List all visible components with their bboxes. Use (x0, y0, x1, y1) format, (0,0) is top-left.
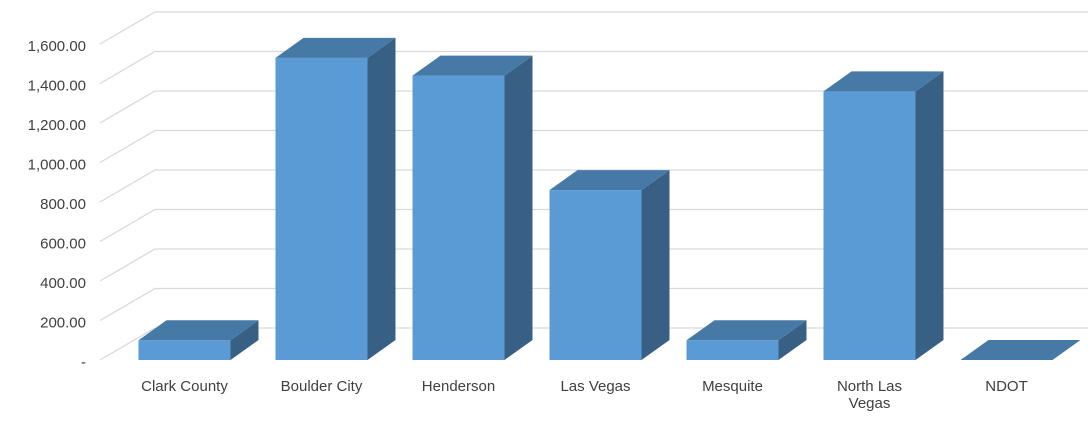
bar-side (367, 37, 396, 360)
y-tick-label: 800.00 (40, 196, 86, 213)
bar (686, 320, 807, 360)
x-tick-label: North Las Vegas (836, 378, 903, 412)
y-tick-label: 1,600.00 (28, 38, 86, 55)
bar-top (960, 340, 1081, 360)
bar-front (138, 340, 231, 360)
x-tick-label: NDOT (985, 378, 1028, 395)
bar (275, 37, 396, 360)
x-tick-label: Las Vegas (560, 378, 631, 395)
bar-top (138, 320, 259, 341)
x-tick-label: Boulder City (280, 378, 363, 395)
bar-side (230, 320, 259, 360)
grid-line (99, 11, 1088, 45)
bar (549, 170, 670, 360)
bar-side (641, 170, 670, 360)
grid-line (99, 287, 1088, 322)
grid-line (99, 90, 1088, 124)
y-tick-label: - (81, 354, 86, 371)
grid-line (99, 50, 1088, 85)
y-tick-label: 400.00 (40, 275, 86, 292)
bar-top (275, 37, 396, 58)
bar-front (823, 91, 916, 361)
grid-line (99, 248, 1088, 282)
bar-side (504, 55, 533, 360)
grid-line (99, 129, 1088, 164)
bar (960, 340, 1081, 360)
bar-side (778, 320, 807, 360)
bar (138, 320, 259, 360)
y-tick-label: 1,000.00 (28, 156, 86, 173)
y-tick-label: 1,200.00 (28, 117, 86, 134)
x-tick-label: Henderson (421, 378, 496, 395)
bar-top (412, 55, 533, 76)
bar-top (686, 320, 807, 341)
bar (412, 55, 533, 360)
bar-front (412, 75, 505, 360)
x-tick-label: Clark County (141, 378, 228, 395)
y-tick-label: 1,400.00 (28, 77, 86, 94)
grid-line (99, 208, 1088, 243)
y-tick-label: 200.00 (40, 314, 86, 331)
bar (823, 71, 944, 361)
y-tick-label: 600.00 (40, 235, 86, 252)
bar-front (549, 190, 642, 360)
grid-line (99, 169, 1088, 203)
bar-top (823, 71, 944, 92)
bar-front (275, 57, 368, 360)
x-tick-label: Mesquite (702, 378, 763, 395)
bar-top (549, 170, 670, 191)
bar-side (915, 71, 944, 361)
bar-front (686, 340, 779, 360)
